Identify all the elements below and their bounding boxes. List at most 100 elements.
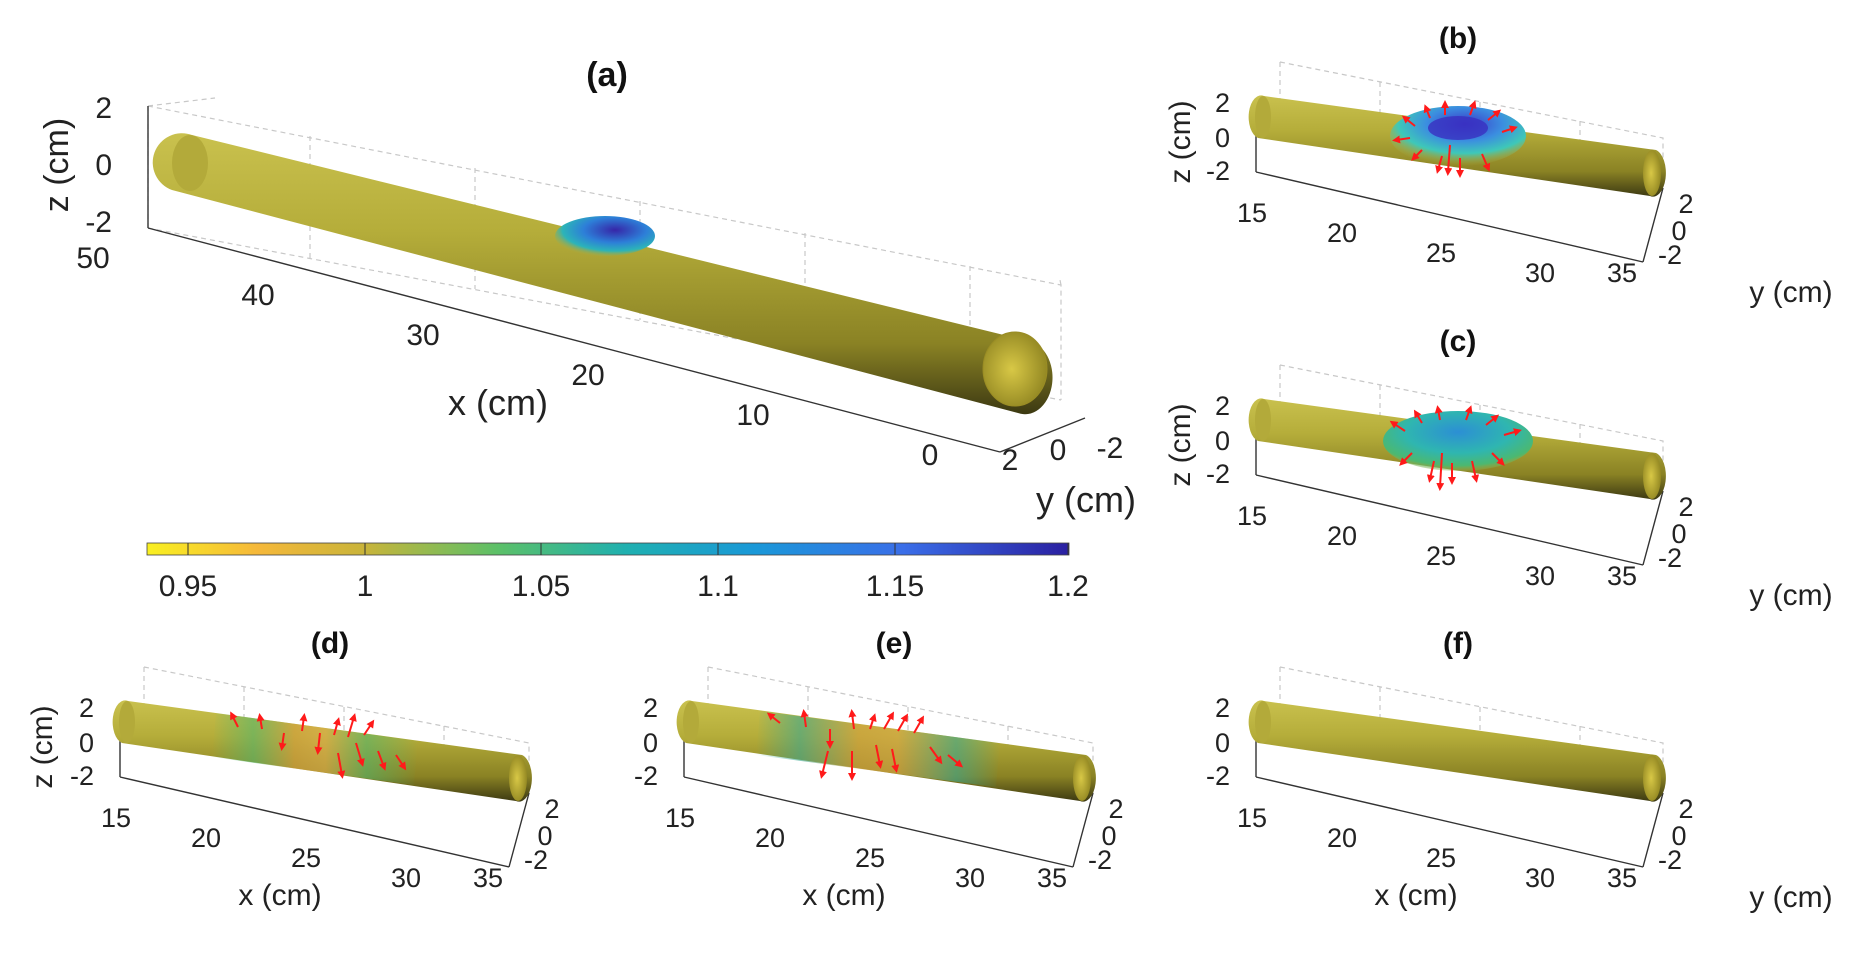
panel-b-tube [1248,95,1666,197]
panel-d-y-tick: 2 [544,794,559,824]
colorbar: 0.95 1 1.05 1.1 1.15 1.2 [146,542,1089,603]
panel-a-x-tick: 20 [571,359,604,392]
colorbar-tick: 1.1 [697,570,739,603]
panel-a-z-tick: 0 [95,149,112,182]
panel-c-y-tick: -2 [1658,543,1682,573]
panel-a-x-tick: 50 [76,242,109,275]
panel-a-y-tick: -2 [1097,432,1124,465]
panel-e-y-tick: 2 [1108,794,1123,824]
panel-a-x-tick: 30 [406,319,439,352]
panel-e-x-tick: 20 [755,823,785,853]
panel-c-y-label: y (cm) [1749,579,1832,612]
panel-b-z-label: z (cm) [1164,100,1197,183]
panel-d-x-tick: 20 [191,823,221,853]
panel-f-x-label: x (cm) [1374,879,1457,912]
panel-f-x-tick: 25 [1426,843,1456,873]
panel-d-z-tick: 0 [79,728,94,758]
panel-b-x-tick: 15 [1237,198,1267,228]
panel-f-title: (f) [1443,627,1473,660]
panel-a: (a) 2 0 -2 z [38,56,1136,520]
panel-e-x-tick: 15 [665,803,695,833]
panel-b-x-tick: 35 [1607,258,1637,288]
panel-d-x-tick: 30 [391,863,421,893]
panel-f-z-tick: -2 [1206,761,1230,791]
panel-f-y-tick: 2 [1678,794,1693,824]
panel-d-x-tick: 35 [473,863,503,893]
colorbar-gradient [146,542,1070,556]
panel-b-x-tick: 30 [1525,258,1555,288]
panel-e-x-tick: 35 [1037,863,1067,893]
panel-f-y-label: y (cm) [1749,881,1832,914]
panel-f-x-tick: 30 [1525,863,1555,893]
panel-c-z-tick: -2 [1206,459,1230,489]
panel-a-title: (a) [586,56,628,94]
panel-b-title: (b) [1439,22,1477,55]
panel-c-y-tick: 0 [1671,519,1686,549]
panel-e-wave [756,711,1000,787]
panel-f-y-tick: -2 [1658,845,1682,875]
panel-f: (f) 2 0 -2 15 20 25 30 35 2 0 -2 x (cm [1206,627,1833,914]
panel-c-tube [1248,398,1666,500]
panel-a-x-label: x (cm) [448,382,548,423]
panel-b-x-tick: 20 [1327,218,1357,248]
panel-a-axes [147,106,1086,453]
panel-d-y-tick: -2 [524,845,548,875]
panel-b-z-tick: -2 [1206,156,1230,186]
panel-b-y-tick: 2 [1678,189,1693,219]
panel-d-z-tick: -2 [70,761,94,791]
panel-e-x-tick: 30 [955,863,985,893]
panel-e-y-tick: -2 [1088,845,1112,875]
panel-f-z-tick: 2 [1215,693,1230,723]
panel-c-y-tick: 2 [1678,492,1693,522]
colorbar-tick: 0.95 [159,570,217,603]
panel-c-z-label: z (cm) [1164,403,1197,486]
panel-c: (c) [1164,325,1833,612]
panel-d-z-tick: 2 [79,693,94,723]
panel-e: (e) [634,627,1124,912]
panel-f-x-tick: 20 [1327,823,1357,853]
panel-f-tube [1248,700,1666,802]
panel-f-x-tick: 35 [1607,863,1637,893]
panel-d: (d) [26,627,560,912]
panel-a-x-tick: 40 [241,279,274,312]
panel-a-y-tick: 2 [1002,444,1019,477]
panel-c-x-tick: 15 [1237,501,1267,531]
panel-c-z-tick: 2 [1215,391,1230,421]
panel-d-y-tick: 0 [537,821,552,851]
panel-d-wave [212,713,418,785]
panel-b-x-tick: 25 [1426,238,1456,268]
panel-b-z-tick: 0 [1215,123,1230,153]
panel-c-title: (c) [1440,325,1477,358]
panel-d-x-tick: 25 [291,843,321,873]
panel-b-y-tick: -2 [1658,240,1682,270]
panel-d-title: (d) [311,627,349,660]
colorbar-tick: 1.2 [1047,570,1089,603]
panel-c-x-tick: 25 [1426,541,1456,571]
panel-a-z-tick: -2 [85,206,112,239]
colorbar-tick: 1.05 [512,570,570,603]
panel-f-y-tick: 0 [1671,821,1686,851]
panel-e-x-tick: 25 [855,843,885,873]
panel-a-y-tick: 0 [1050,434,1067,467]
panel-b-arrows [1392,100,1518,178]
panel-e-z-tick: 0 [643,728,658,758]
panel-f-z-tick: 0 [1215,728,1230,758]
panel-a-z-label: z (cm) [38,118,76,212]
panel-c-arrows [1389,405,1522,491]
panel-a-y-label: y (cm) [1036,479,1136,520]
panel-e-arrows [766,709,964,781]
panel-b: (b) [1164,22,1833,309]
panel-e-z-tick: 2 [643,693,658,723]
panel-d-z-label: z (cm) [26,705,59,788]
panel-a-x-tick: 10 [736,399,769,432]
panel-f-x-tick: 15 [1237,803,1267,833]
panel-b-y-label: y (cm) [1749,276,1832,309]
panel-c-z-tick: 0 [1215,426,1230,456]
panel-a-bulge [555,216,655,256]
panel-e-y-tick: 0 [1101,821,1116,851]
panel-c-x-tick: 20 [1327,521,1357,551]
panel-c-x-tick: 35 [1607,561,1637,591]
panel-d-x-label: x (cm) [238,879,321,912]
panel-e-x-label: x (cm) [802,879,885,912]
